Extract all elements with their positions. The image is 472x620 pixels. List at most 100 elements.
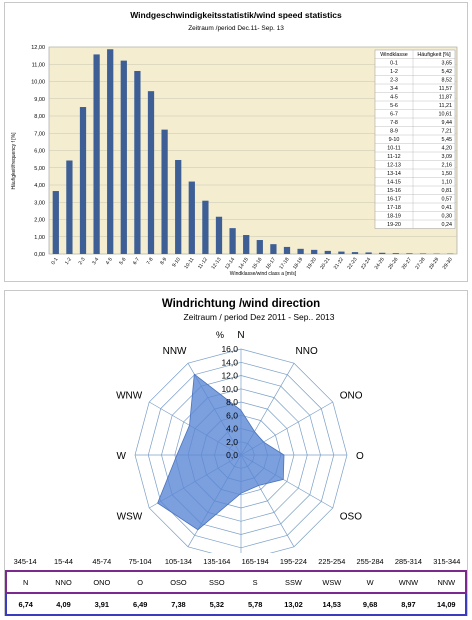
direction-chart-title: Windrichtung /wind direction (162, 298, 320, 310)
speed-table-class-cell: 11-12 (387, 154, 400, 160)
speed-y-tick-label: 7,00 (34, 131, 45, 137)
radar-unit-label: % (216, 330, 224, 340)
speed-y-tick-label: 0,00 (34, 252, 45, 258)
speed-table-class-cell: 4-5 (390, 95, 398, 101)
speed-table-freq-cell: 0,24 (442, 222, 453, 228)
direction-range-cell: 45-74 (82, 553, 121, 572)
direction-range-cell: 345-14 (6, 553, 45, 572)
direction-name-cell: O (120, 570, 160, 594)
speed-x-tick-label: 15-16 (251, 257, 263, 271)
speed-y-tick-label: 11,00 (32, 62, 45, 68)
speed-x-tick-label: 16-17 (265, 257, 277, 271)
speed-x-tick-label: 3-4 (91, 257, 100, 267)
direction-range-cell: 15-44 (44, 553, 83, 572)
speed-x-tick-label: 29-30 (442, 257, 454, 271)
speed-bar (419, 253, 427, 254)
speed-bar (283, 246, 291, 254)
direction-percent-cell: 3,91 (82, 593, 121, 616)
direction-percent-cell: 14,53 (312, 593, 351, 616)
speed-x-tick-label: 21-22 (333, 257, 345, 271)
speed-bar (66, 160, 73, 254)
direction-percent-cell: 6,74 (4, 593, 45, 616)
direction-name-cell: ONO (82, 570, 121, 594)
direction-range-row: 345-14 15-44 45-74 75-104 105-134 135-164 165-… (6, 553, 466, 572)
speed-bar (229, 228, 236, 254)
speed-table-freq-cell: 4,20 (442, 146, 453, 152)
direction-range-cell: 105-134 (159, 553, 198, 572)
speed-x-tick-label: 14-15 (238, 257, 250, 271)
direction-percent-cell: 6,49 (120, 593, 160, 616)
speed-table-class-cell: 1-2 (390, 69, 398, 75)
direction-range-cell: 315-344 (427, 553, 466, 572)
speed-x-tick-label: 23-24 (360, 257, 372, 271)
speed-bar (406, 253, 413, 254)
radar-area (157, 373, 285, 531)
speed-bars (52, 49, 454, 255)
speed-bar (147, 91, 155, 254)
radar-direction-label: W (117, 451, 127, 462)
speed-table-freq-cell: 5,42 (442, 69, 453, 75)
speed-table-freq-cell: 0,57 (442, 197, 453, 203)
direction-percent-cell: 5,78 (235, 593, 275, 616)
direction-name-cell: OSO (159, 570, 198, 594)
speed-bar (338, 251, 345, 254)
radar-direction-label: WNW (116, 391, 143, 402)
speed-table-freq-cell: 11,87 (439, 95, 452, 101)
direction-percent-cell: 4,09 (44, 593, 83, 616)
speed-bar (188, 181, 195, 254)
speed-table-class-cell: 17-18 (387, 205, 401, 211)
speed-x-tick-label: 2-3 (78, 257, 87, 267)
speed-y-tick-label: 1,00 (34, 235, 45, 241)
speed-table-class-cell: 16-17 (387, 197, 401, 203)
direction-percent-cell: 5,32 (197, 593, 236, 616)
direction-range-cell: 195-224 (274, 553, 313, 572)
speed-bar (311, 249, 318, 254)
direction-name-cell: SSO (197, 570, 236, 594)
speed-table-freq-cell: 8,52 (442, 78, 453, 84)
speed-x-ticks: 0-1 1-2 2-3 3-4 4-5 5-6 6-7 7-8 8-9 9-10 10-11 11-1… (50, 257, 454, 271)
speed-table-class-cell: 12-13 (387, 163, 401, 169)
speed-table-header-class: Windklasse (380, 52, 408, 58)
wind-direction-radar-chart: Windrichtung /wind direction Zeitraum / … (116, 298, 364, 583)
wind-direction-chart-panel: Windrichtung /wind direction Zeitraum / … (4, 290, 468, 616)
speed-y-tick-label: 2,00 (34, 218, 45, 224)
speed-table-freq-cell: 1,10 (442, 180, 453, 186)
speed-table-freq-cell: 3,09 (442, 154, 453, 160)
speed-bar (120, 60, 127, 254)
speed-y-tick-label: 9,00 (34, 97, 45, 103)
speed-y-tick-label: 3,00 (34, 200, 45, 206)
speed-bar (93, 54, 100, 255)
speed-bar (202, 200, 209, 254)
radar-direction-label: O (356, 451, 364, 462)
speed-x-tick-label: 11-12 (197, 257, 209, 271)
direction-range-cell: 285-314 (389, 553, 428, 572)
speed-x-tick-label: 24-25 (374, 257, 386, 271)
speed-x-tick-label: 28-29 (428, 257, 440, 271)
speed-table-freq-cell: 1,50 (442, 171, 453, 177)
direction-range-cell: 135-164 (197, 553, 236, 572)
direction-percent-cell: 8,97 (389, 593, 428, 616)
speed-legend-table: Windklasse Häufigkeit [%] 0-1 3,65 1-2 5,42 2-… (374, 49, 456, 229)
speed-x-tick-label: 20-21 (319, 257, 331, 271)
speed-y-axis-label: Häufigkeit/frequency f [%] (11, 132, 17, 190)
speed-x-tick-label: 7-8 (146, 257, 155, 267)
speed-table-class-cell: 8-9 (390, 129, 398, 135)
speed-x-tick-label: 5-6 (118, 257, 127, 267)
direction-name-cell: NNO (44, 570, 83, 594)
speed-bar (243, 235, 250, 254)
speed-bar (270, 244, 277, 254)
speed-x-tick-label: 25-26 (387, 257, 399, 271)
speed-bar (175, 159, 182, 254)
speed-y-tick-label: 12,00 (31, 45, 45, 51)
speed-y-ticks: 0,00 1,00 2,00 3,00 4,00 5,00 6,00 7,00 8,00 9,00… (31, 45, 45, 258)
speed-x-tick-label: 12-13 (210, 257, 222, 271)
speed-y-tick-label: 5,00 (34, 166, 45, 172)
speed-table-freq-cell: 0,81 (442, 188, 453, 194)
speed-table-freq-cell: 0,30 (442, 214, 453, 220)
radar-radial-tick-label: 12,0 (221, 371, 238, 381)
speed-table-class-cell: 10-11 (387, 146, 400, 152)
speed-x-tick-label: 19-20 (306, 257, 318, 271)
speed-table-freq-cell: 2,16 (442, 163, 453, 169)
speed-x-tick-label: 22-23 (346, 257, 358, 271)
speed-table-freq-cell: 7,21 (442, 129, 453, 135)
